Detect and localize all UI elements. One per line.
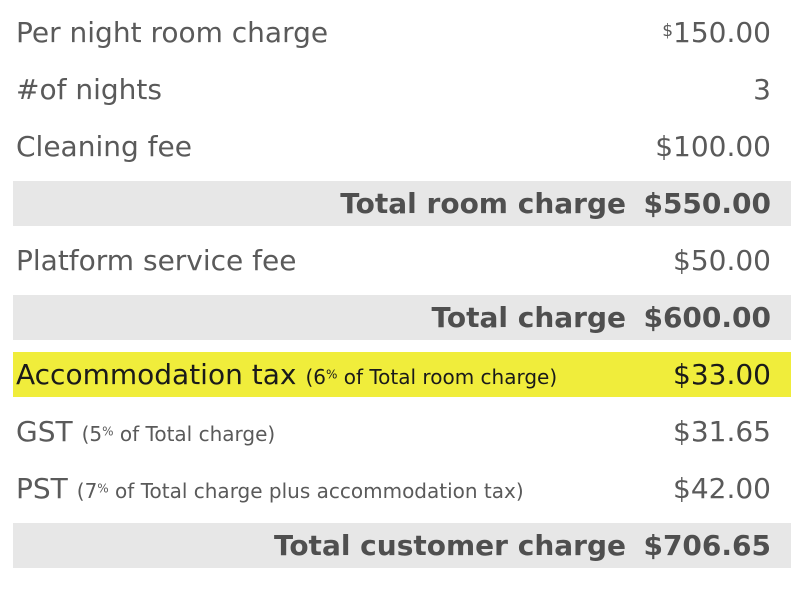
row-number-of-nights: #of nights 3 (13, 67, 791, 112)
currency-symbol: $ (673, 472, 691, 505)
percent-symbol: % (97, 481, 109, 496)
label-text: PST (16, 472, 68, 505)
label-text: Per night room charge (16, 16, 329, 49)
amount-text: 600.00 (662, 301, 771, 334)
row-value: $600.00 (626, 301, 771, 334)
row-value: $150.00 (626, 16, 771, 49)
label-text: Total charge (431, 301, 626, 334)
row-value: $706.65 (626, 529, 771, 562)
note-text: (6 (305, 365, 326, 389)
note-text: of Total charge) (113, 422, 276, 446)
currency-symbol: $ (643, 301, 663, 334)
amount-text: 33.00 (690, 358, 771, 391)
amount-text: 150.00 (673, 16, 771, 49)
label-text: Platform service fee (16, 244, 297, 277)
row-label: Per night room charge (13, 16, 626, 49)
note-text: of Total room charge) (337, 365, 558, 389)
label-text: Accommodation tax (16, 358, 297, 391)
row-value: $50.00 (626, 244, 771, 277)
row-value: $31.65 (626, 415, 771, 448)
row-label: Cleaning fee (13, 130, 626, 163)
currency-symbol: $ (643, 529, 663, 562)
percent-symbol: % (102, 424, 114, 439)
row-gst: GST (5% of Total charge) $31.65 (13, 409, 791, 454)
amount-text: 100.00 (673, 130, 771, 163)
percent-symbol: % (325, 367, 338, 382)
note-text: (5 (81, 422, 103, 446)
currency-symbol: $ (643, 187, 663, 220)
row-value: $33.00 (626, 358, 771, 391)
row-label: GST (5% of Total charge) (13, 415, 626, 448)
row-label: #of nights (13, 73, 626, 106)
currency-symbol: $ (655, 130, 674, 163)
label-note: (6% of Total room charge) (305, 365, 557, 389)
row-pst: PST (7% of Total charge plus accommodatio… (13, 466, 791, 511)
amount-text: 42.00 (690, 472, 771, 505)
row-label: PST (7% of Total charge plus accommodatio… (13, 472, 626, 505)
amount-text: 3 (753, 73, 771, 106)
amount-text: 550.00 (662, 187, 771, 220)
row-total-charge: Total charge $600.00 (13, 295, 791, 340)
note-text: (7 (76, 479, 98, 503)
amount-text: 706.65 (662, 529, 771, 562)
row-total-room-charge: Total room charge $550.00 (13, 181, 791, 226)
row-label: Total customer charge (13, 529, 626, 562)
currency-symbol: $ (673, 244, 691, 277)
amount-text: 31.65 (690, 415, 771, 448)
row-label: Total room charge (13, 187, 626, 220)
row-value: $100.00 (626, 130, 771, 163)
row-label: Accommodation tax (6% of Total room charg… (13, 358, 626, 391)
currency-symbol: $ (662, 21, 674, 42)
label-note: (5% of Total charge) (82, 422, 276, 446)
label-text: Total customer charge (273, 529, 626, 562)
row-cleaning-fee: Cleaning fee $100.00 (13, 124, 791, 169)
row-label: Platform service fee (13, 244, 626, 277)
label-text: #of nights (16, 73, 162, 106)
row-label: Total charge (13, 301, 626, 334)
label-note: (7% of Total charge plus accommodation t… (77, 479, 524, 503)
row-value: 3 (626, 73, 771, 106)
note-text: of Total charge plus accommodation tax) (108, 479, 524, 503)
label-text: GST (16, 415, 73, 448)
row-platform-service-fee: Platform service fee $50.00 (13, 238, 791, 283)
row-accommodation-tax: Accommodation tax (6% of Total room charg… (13, 352, 791, 397)
charge-breakdown-table: Per night room charge $150.00 #of nights… (13, 10, 791, 568)
label-text: Total room charge (340, 187, 626, 220)
row-value: $550.00 (626, 187, 771, 220)
row-value: $42.00 (626, 472, 771, 505)
currency-symbol: $ (673, 358, 691, 391)
row-total-customer-charge: Total customer charge $706.65 (13, 523, 791, 568)
row-per-night-room-charge: Per night room charge $150.00 (13, 10, 791, 55)
currency-symbol: $ (673, 415, 691, 448)
amount-text: 50.00 (690, 244, 771, 277)
label-text: Cleaning fee (16, 130, 192, 163)
